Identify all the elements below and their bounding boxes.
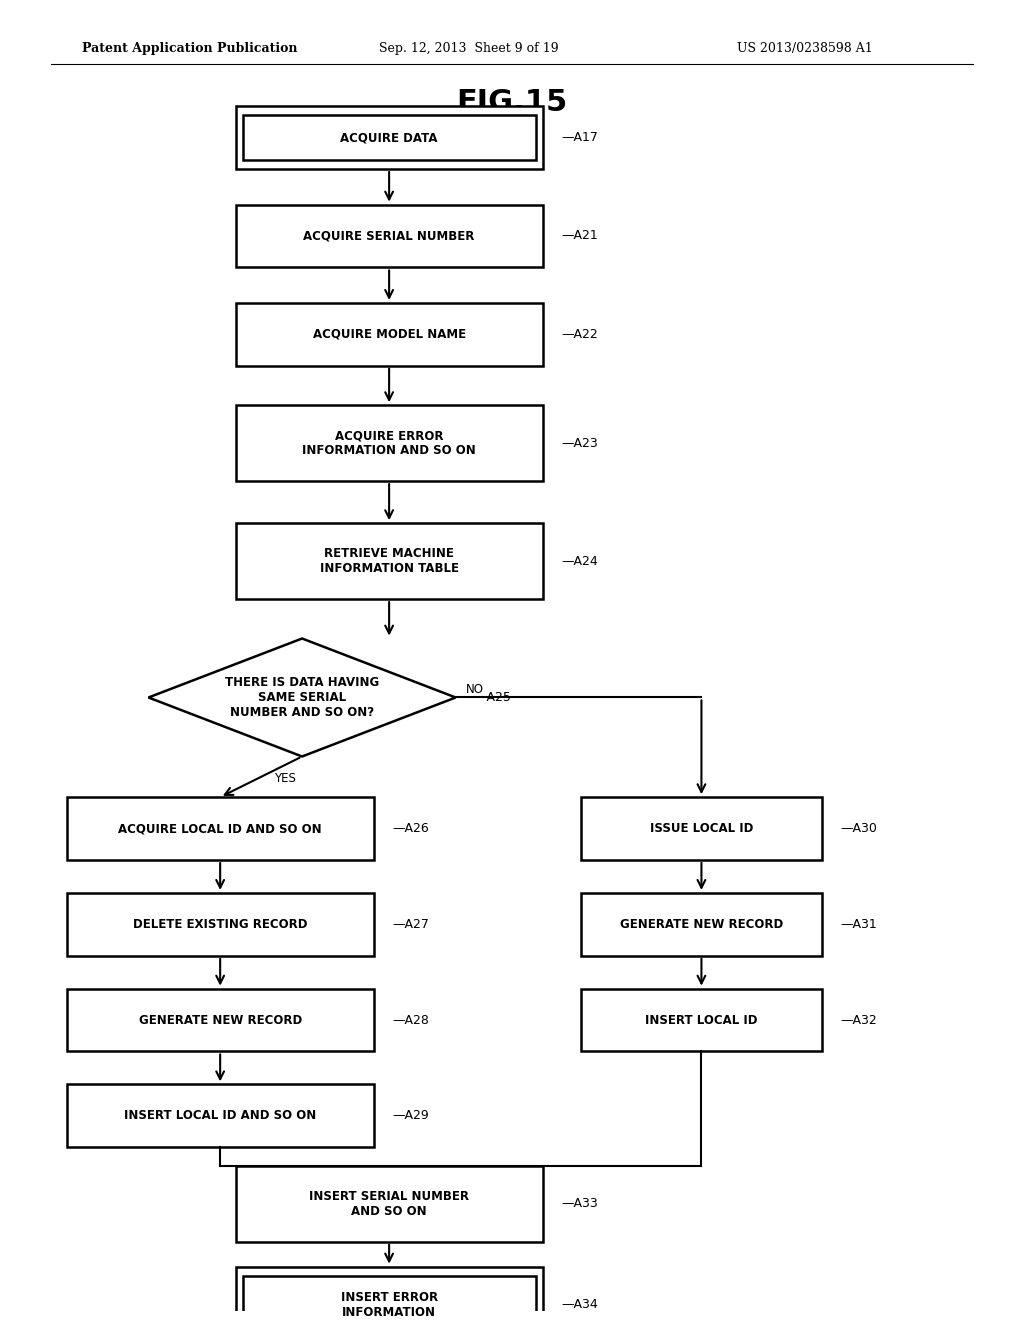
Text: ACQUIRE ERROR
INFORMATION AND SO ON: ACQUIRE ERROR INFORMATION AND SO ON bbox=[302, 429, 476, 457]
Text: —A17: —A17 bbox=[561, 131, 598, 144]
FancyBboxPatch shape bbox=[67, 892, 374, 956]
Text: THERE IS DATA HAVING
SAME SERIAL
NUMBER AND SO ON?: THERE IS DATA HAVING SAME SERIAL NUMBER … bbox=[225, 676, 379, 719]
Text: ACQUIRE DATA: ACQUIRE DATA bbox=[340, 131, 438, 144]
Text: —A28: —A28 bbox=[392, 1014, 429, 1027]
Text: RETRIEVE MACHINE
INFORMATION TABLE: RETRIEVE MACHINE INFORMATION TABLE bbox=[319, 548, 459, 576]
FancyBboxPatch shape bbox=[67, 797, 374, 861]
Text: —A32: —A32 bbox=[840, 1014, 877, 1027]
FancyBboxPatch shape bbox=[236, 523, 543, 599]
Text: —A29: —A29 bbox=[392, 1109, 429, 1122]
Text: FIG.15: FIG.15 bbox=[457, 87, 567, 116]
FancyBboxPatch shape bbox=[243, 1275, 536, 1320]
Text: GENERATE NEW RECORD: GENERATE NEW RECORD bbox=[138, 1014, 302, 1027]
FancyBboxPatch shape bbox=[67, 989, 374, 1052]
FancyBboxPatch shape bbox=[236, 1166, 543, 1242]
Text: ACQUIRE MODEL NAME: ACQUIRE MODEL NAME bbox=[312, 327, 466, 341]
FancyBboxPatch shape bbox=[236, 1266, 543, 1320]
Text: NO: NO bbox=[466, 684, 484, 696]
Text: —A33: —A33 bbox=[561, 1197, 598, 1210]
Text: —A22: —A22 bbox=[561, 327, 598, 341]
Text: —A31: —A31 bbox=[840, 917, 877, 931]
Text: Sep. 12, 2013  Sheet 9 of 19: Sep. 12, 2013 Sheet 9 of 19 bbox=[379, 42, 558, 55]
FancyBboxPatch shape bbox=[236, 405, 543, 482]
FancyBboxPatch shape bbox=[243, 115, 536, 160]
Text: YES: YES bbox=[274, 772, 296, 785]
Text: —A23: —A23 bbox=[561, 437, 598, 450]
Text: —A34: —A34 bbox=[561, 1298, 598, 1311]
FancyBboxPatch shape bbox=[236, 302, 543, 366]
Text: ACQUIRE LOCAL ID AND SO ON: ACQUIRE LOCAL ID AND SO ON bbox=[119, 822, 322, 836]
Text: US 2013/0238598 A1: US 2013/0238598 A1 bbox=[737, 42, 873, 55]
Text: DELETE EXISTING RECORD: DELETE EXISTING RECORD bbox=[133, 917, 307, 931]
Text: INSERT ERROR
INFORMATION: INSERT ERROR INFORMATION bbox=[341, 1291, 437, 1319]
Text: —A30: —A30 bbox=[840, 822, 878, 836]
Text: ISSUE LOCAL ID: ISSUE LOCAL ID bbox=[650, 822, 753, 836]
FancyBboxPatch shape bbox=[236, 106, 543, 169]
Text: —A21: —A21 bbox=[561, 230, 598, 243]
FancyBboxPatch shape bbox=[582, 892, 822, 956]
Text: —A24: —A24 bbox=[561, 554, 598, 568]
FancyBboxPatch shape bbox=[67, 1084, 374, 1147]
Text: —A25: —A25 bbox=[474, 690, 511, 704]
Text: INSERT LOCAL ID AND SO ON: INSERT LOCAL ID AND SO ON bbox=[124, 1109, 316, 1122]
Text: —A27: —A27 bbox=[392, 917, 429, 931]
FancyBboxPatch shape bbox=[582, 797, 822, 861]
Polygon shape bbox=[148, 639, 456, 756]
FancyBboxPatch shape bbox=[236, 205, 543, 268]
Text: GENERATE NEW RECORD: GENERATE NEW RECORD bbox=[620, 917, 783, 931]
Text: ACQUIRE SERIAL NUMBER: ACQUIRE SERIAL NUMBER bbox=[303, 230, 475, 243]
FancyBboxPatch shape bbox=[582, 989, 822, 1052]
Text: —A26: —A26 bbox=[392, 822, 429, 836]
Text: INSERT LOCAL ID: INSERT LOCAL ID bbox=[645, 1014, 758, 1027]
Text: Patent Application Publication: Patent Application Publication bbox=[82, 42, 297, 55]
Text: INSERT SERIAL NUMBER
AND SO ON: INSERT SERIAL NUMBER AND SO ON bbox=[309, 1189, 469, 1217]
